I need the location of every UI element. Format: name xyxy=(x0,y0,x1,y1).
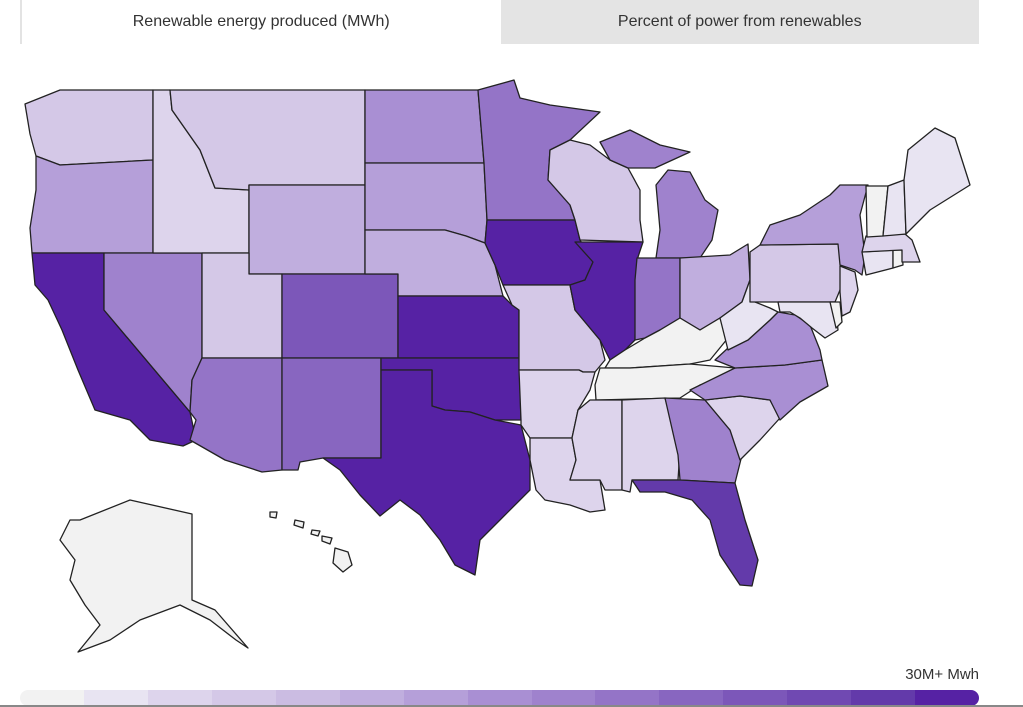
state-illinois[interactable] xyxy=(569,241,644,361)
state-connecticut[interactable] xyxy=(861,249,894,276)
state-pennsylvania[interactable] xyxy=(749,243,846,303)
state-hawaii[interactable] xyxy=(269,511,353,573)
state-florida[interactable] xyxy=(631,479,759,587)
legend-swatch xyxy=(275,690,340,706)
tab-bar: Renewable energy produced (MWh) Percent … xyxy=(20,0,979,44)
legend-swatch xyxy=(659,690,724,706)
divider xyxy=(0,705,1023,707)
state-massachusetts[interactable] xyxy=(861,233,921,263)
state-colorado[interactable] xyxy=(281,273,399,359)
state-texas[interactable] xyxy=(322,369,531,576)
legend-swatch xyxy=(211,690,276,706)
color-scale-legend xyxy=(20,690,980,706)
state-west-virginia[interactable] xyxy=(719,279,779,351)
legend-swatch xyxy=(20,690,84,706)
legend-max-label: 30M+ Mwh xyxy=(905,666,979,683)
state-arizona[interactable] xyxy=(189,357,283,473)
state-kansas[interactable] xyxy=(397,295,520,359)
legend-swatch xyxy=(851,690,916,706)
state-michigan[interactable] xyxy=(599,129,719,259)
legend-swatch xyxy=(339,690,404,706)
legend-swatch xyxy=(531,690,596,706)
state-alaska[interactable] xyxy=(59,499,249,653)
state-nebraska[interactable] xyxy=(364,229,504,297)
legend-swatch xyxy=(83,690,148,706)
state-new-jersey[interactable] xyxy=(839,265,859,317)
legend-swatch xyxy=(915,690,980,706)
legend-swatch xyxy=(147,690,212,706)
legend-swatch xyxy=(723,690,788,706)
state-washington[interactable] xyxy=(24,89,154,166)
state-mississippi[interactable] xyxy=(569,399,623,491)
tab-percent-from-renewables[interactable]: Percent of power from renewables xyxy=(500,0,979,44)
state-maine[interactable] xyxy=(903,127,971,235)
legend-swatch xyxy=(787,690,852,706)
legend-swatch xyxy=(403,690,468,706)
legend-swatch xyxy=(467,690,532,706)
tab-renewable-energy-produced[interactable]: Renewable energy produced (MWh) xyxy=(20,0,501,44)
state-wyoming[interactable] xyxy=(248,184,366,275)
state-wisconsin[interactable] xyxy=(547,139,644,243)
state-delaware[interactable] xyxy=(829,301,843,329)
state-oregon[interactable] xyxy=(29,155,154,254)
state-north-dakota[interactable] xyxy=(364,89,485,164)
state-new-york[interactable] xyxy=(759,184,869,276)
state-new-mexico[interactable] xyxy=(281,357,382,471)
legend-swatch xyxy=(595,690,660,706)
